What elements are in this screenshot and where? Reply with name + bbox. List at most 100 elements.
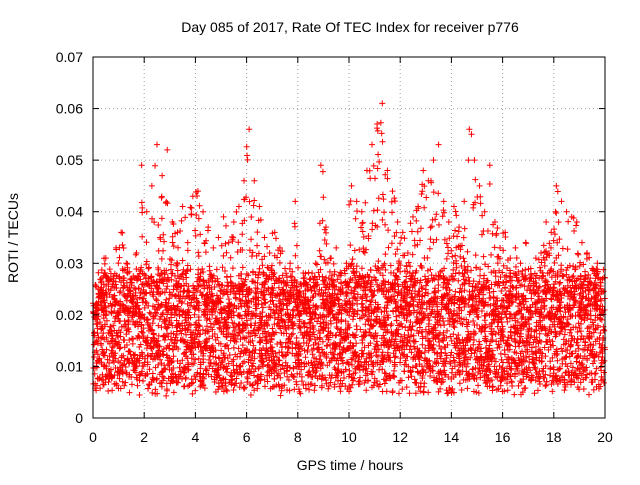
data-point (150, 370, 156, 376)
data-point (124, 261, 130, 267)
data-point (494, 225, 500, 231)
data-point (380, 191, 386, 197)
data-point (472, 177, 478, 183)
data-point (541, 242, 547, 248)
data-point (440, 207, 446, 213)
data-point (122, 318, 128, 324)
data-point (146, 264, 152, 270)
data-point (353, 216, 359, 222)
data-point (153, 365, 159, 371)
data-point (445, 245, 451, 251)
data-point (422, 349, 428, 355)
data-point (357, 375, 363, 381)
data-point (481, 254, 487, 260)
data-point (160, 232, 166, 238)
data-point (117, 290, 123, 296)
data-point (288, 273, 294, 279)
data-point (290, 365, 296, 371)
data-point (531, 390, 537, 396)
data-point (233, 209, 239, 215)
data-point (369, 293, 375, 299)
data-point (221, 214, 227, 220)
data-point (235, 239, 241, 245)
data-point (251, 202, 257, 208)
data-point (120, 379, 126, 385)
data-point (465, 157, 471, 163)
data-point (413, 218, 419, 224)
data-point (245, 157, 251, 163)
data-point (485, 228, 491, 234)
data-point (489, 388, 495, 394)
data-point (331, 261, 337, 267)
data-point (409, 228, 415, 234)
data-point (471, 157, 477, 163)
data-point (91, 354, 97, 360)
data-point (197, 231, 203, 237)
data-point (250, 269, 256, 275)
data-point (180, 204, 186, 210)
data-point (323, 230, 329, 236)
data-point (346, 202, 352, 208)
data-point (420, 389, 426, 395)
data-point (240, 342, 246, 348)
data-point (230, 387, 236, 393)
data-point (367, 168, 373, 174)
data-point (197, 203, 203, 209)
data-point (498, 351, 504, 357)
data-point (397, 240, 403, 246)
data-point (446, 219, 452, 225)
data-point (155, 323, 161, 329)
data-point (459, 387, 465, 393)
data-point (163, 393, 169, 399)
data-point (400, 229, 406, 235)
data-point (519, 379, 525, 385)
data-point (490, 294, 496, 300)
data-point (509, 383, 515, 389)
data-point (171, 389, 177, 395)
data-point (149, 390, 155, 396)
data-point (514, 255, 520, 261)
data-point (125, 270, 131, 276)
data-point (450, 277, 456, 283)
data-point (228, 255, 234, 261)
data-point (154, 297, 160, 303)
data-point (140, 299, 146, 305)
data-point (317, 248, 323, 254)
data-point (320, 169, 326, 175)
data-point (210, 245, 216, 251)
data-point (160, 248, 166, 254)
data-point (362, 250, 368, 256)
data-point (518, 260, 524, 266)
data-point (170, 239, 176, 245)
data-point (481, 272, 487, 278)
data-point (130, 341, 136, 347)
data-point (475, 382, 481, 388)
data-point (391, 368, 397, 374)
data-point (452, 253, 458, 259)
data-point (360, 351, 366, 357)
data-point (271, 376, 277, 382)
data-point (468, 131, 474, 137)
data-point (479, 232, 485, 238)
data-point (488, 269, 494, 275)
data-point (412, 237, 418, 243)
data-point (449, 254, 455, 260)
data-point (175, 268, 181, 274)
data-point (295, 265, 301, 271)
data-point (392, 198, 398, 204)
data-point (454, 233, 460, 239)
data-point (154, 376, 160, 382)
data-point (441, 198, 447, 204)
data-point (408, 343, 414, 349)
data-point (185, 247, 191, 253)
data-point (448, 248, 454, 254)
data-point (159, 256, 165, 262)
data-point (166, 346, 172, 352)
data-point (224, 369, 230, 375)
data-point (159, 173, 165, 179)
data-point (273, 235, 279, 241)
data-point (431, 189, 437, 195)
data-point (134, 296, 140, 302)
data-point (352, 248, 358, 254)
